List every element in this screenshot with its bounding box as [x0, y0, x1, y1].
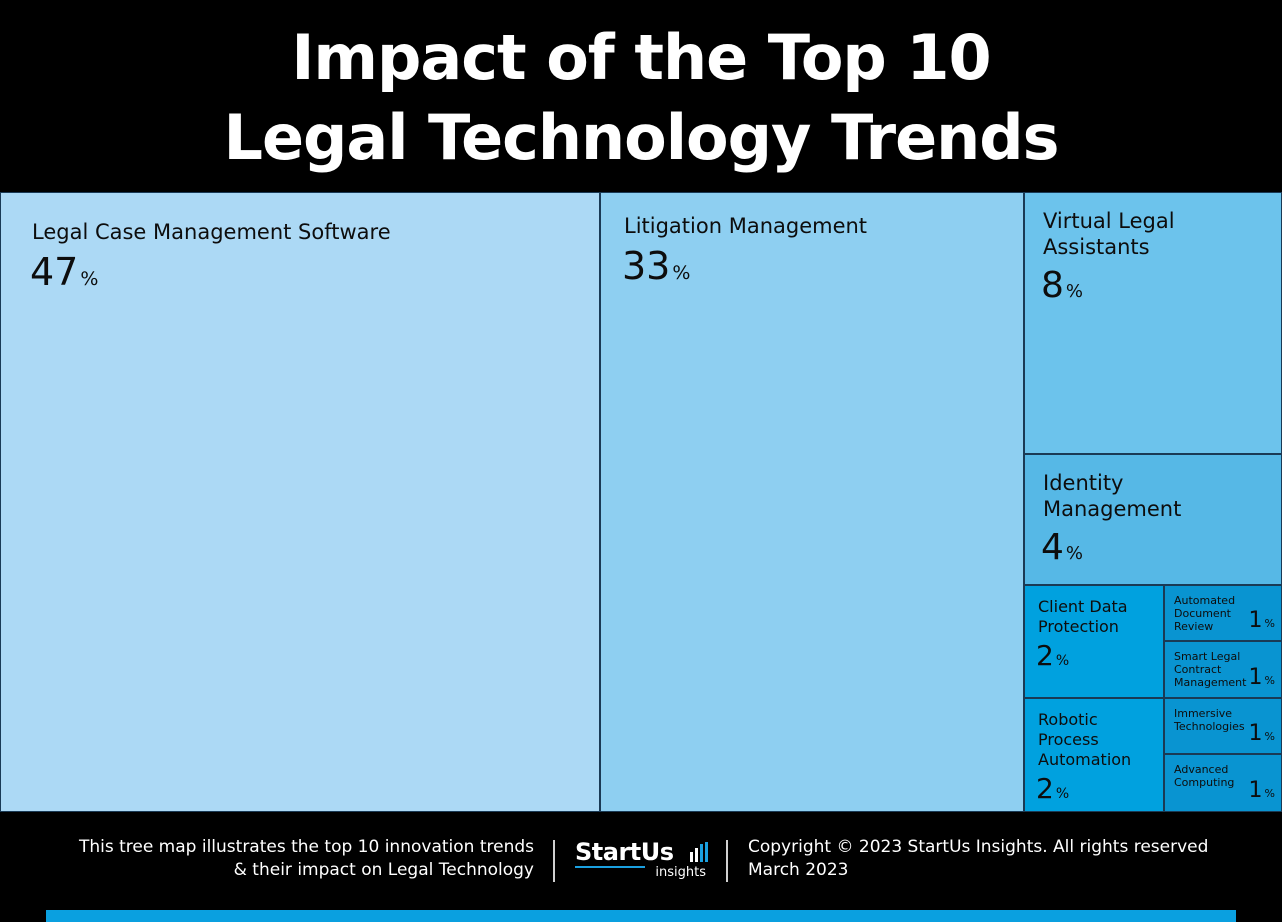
treemap-tile-label: Smart Legal Contract Management: [1174, 650, 1247, 689]
treemap-tile-value: 1%: [1248, 608, 1275, 633]
copyright-date: March 2023: [748, 860, 849, 880]
copyright-text: Copyright © 2023 StartUs Insights. All r…: [748, 837, 1209, 857]
footer: This tree map illustrates the top 10 inn…: [0, 812, 1282, 922]
treemap-tile-label: Robotic Process Automation: [1038, 710, 1132, 769]
treemap-tile-value: 1%: [1248, 665, 1275, 690]
treemap-tile-label: Client Data Protection: [1038, 597, 1128, 636]
treemap: Legal Case Management Software 47% Litigat…: [0, 192, 1282, 812]
treemap-tile-value: 1%: [1248, 778, 1275, 803]
treemap-tile-label: Litigation Management: [624, 214, 868, 238]
footer-copyright: Copyright © 2023 StartUs Insights. All r…: [748, 836, 1268, 882]
treemap-tile-label: Immersive Technologies: [1174, 707, 1245, 733]
treemap-tile: Robotic Process Automation 2%: [1024, 698, 1164, 812]
treemap-tile: Smart Legal Contract Management 1%: [1164, 641, 1282, 698]
chart-title-line1: Impact of the Top 10: [291, 21, 991, 94]
treemap-tile-value: 1%: [1248, 721, 1275, 746]
startus-logo: StartUs insights: [575, 838, 710, 884]
treemap-tile-label: Legal Case Management Software: [32, 220, 391, 244]
treemap-tile-value: 4%: [1041, 527, 1084, 568]
chart-title: Impact of the Top 10 Legal Technology Tr…: [0, 18, 1282, 178]
treemap-tile-label: Virtual Legal Assistants: [1043, 209, 1175, 259]
treemap-tile: Identity Management 4%: [1024, 454, 1282, 585]
bar-chart-icon: [690, 842, 708, 862]
bottom-accent-bar: [46, 910, 1236, 922]
treemap-tile-label: Automated Document Review: [1174, 594, 1236, 633]
footer-divider-left: [553, 840, 555, 882]
treemap-tile-value: 47%: [30, 250, 99, 294]
treemap-tile: Litigation Management 33%: [600, 192, 1024, 812]
treemap-tile-value: 8%: [1041, 265, 1084, 306]
treemap-tile-value: 33%: [622, 244, 691, 288]
footer-description-line1: This tree map illustrates the top 10 inn…: [78, 837, 534, 857]
treemap-tile-value: 2%: [1036, 772, 1070, 805]
treemap-tile-label: Advanced Computing: [1174, 763, 1235, 789]
treemap-tile: Immersive Technologies 1%: [1164, 698, 1282, 754]
treemap-tile: Automated Document Review 1%: [1164, 585, 1282, 641]
logo-subtext: insights: [655, 865, 706, 880]
logo-wordmark: StartUs: [575, 838, 674, 866]
chart-title-line2: Legal Technology Trends: [223, 101, 1059, 174]
treemap-tile-label: Identity Management: [1043, 471, 1182, 521]
treemap-tile: Advanced Computing 1%: [1164, 754, 1282, 812]
logo-underline: [575, 866, 645, 868]
footer-description-line2: & their impact on Legal Technology: [233, 860, 534, 880]
treemap-tile-value: 2%: [1036, 639, 1070, 672]
treemap-tile: Client Data Protection 2%: [1024, 585, 1164, 698]
treemap-tile: Virtual Legal Assistants 8%: [1024, 192, 1282, 454]
footer-divider-right: [726, 840, 728, 882]
footer-description: This tree map illustrates the top 10 inn…: [14, 836, 534, 882]
treemap-tile: Legal Case Management Software 47%: [0, 192, 600, 812]
